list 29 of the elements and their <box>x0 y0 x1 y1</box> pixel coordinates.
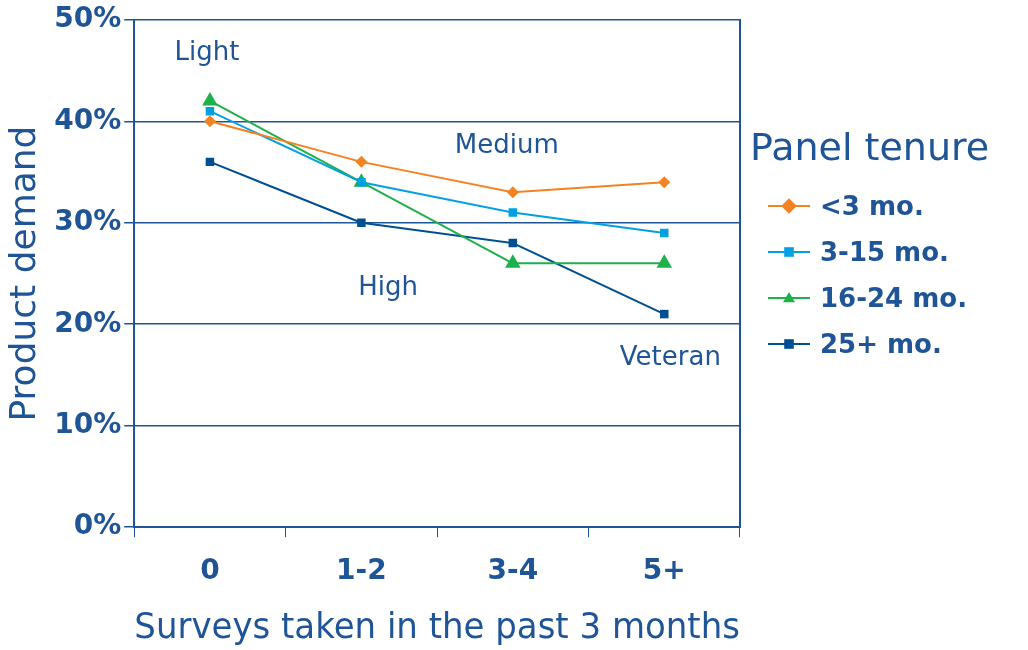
legend-label: 25+ mo. <box>820 328 942 359</box>
y-tick-label: 10% <box>54 407 122 440</box>
x-tick-label: 0 <box>200 553 220 587</box>
point <box>357 218 366 227</box>
annotation: High <box>358 270 418 301</box>
legend-label: 16-24 mo. <box>820 282 968 313</box>
y-tick-label: 40% <box>54 102 122 136</box>
legend-label: 3-15 mo. <box>820 236 949 267</box>
annotation: Medium <box>454 129 559 160</box>
y-tick-label: 30% <box>54 204 122 238</box>
annotation: Veteran <box>619 341 721 372</box>
x-axis-title: Surveys taken in the past 3 months <box>134 604 740 646</box>
legend-title: Panel tenure <box>750 124 990 169</box>
point <box>658 176 671 189</box>
point <box>203 115 216 128</box>
legend-label: <3 mo. <box>820 190 924 221</box>
x-tick-label: 3-4 <box>487 553 539 587</box>
point <box>508 208 518 217</box>
x-tick-label: 5+ <box>642 553 686 587</box>
point <box>660 228 669 238</box>
y-axis-title: Product demand <box>1 125 43 422</box>
y-tick-label: 50% <box>54 1 122 35</box>
point <box>355 155 368 168</box>
annotation: Light <box>174 36 240 67</box>
x-tick-label: 1-2 <box>336 553 387 587</box>
y-tick-label: 0% <box>73 508 122 542</box>
point <box>506 186 519 199</box>
point <box>660 309 669 319</box>
y-tick-label: 20% <box>54 305 122 339</box>
